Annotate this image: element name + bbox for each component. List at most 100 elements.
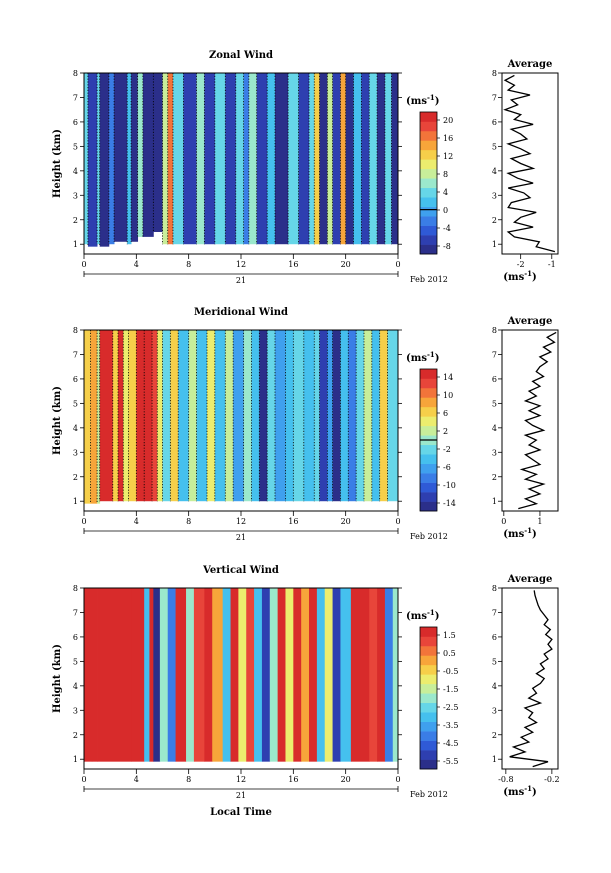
colorbar-segment xyxy=(420,197,437,207)
average-x-tick-label: 1 xyxy=(537,517,542,526)
heatmap-column xyxy=(293,588,302,762)
colorbar-segment xyxy=(420,187,437,198)
heatmap-column xyxy=(314,73,320,245)
heatmap-column xyxy=(162,330,171,502)
y-tick-label: 2 xyxy=(73,731,78,740)
heatmap-column xyxy=(84,73,89,245)
colorbar-segment xyxy=(420,387,437,398)
colorbar-tick-label: 2 xyxy=(443,427,448,436)
heatmap-column xyxy=(97,330,101,504)
x-tick-label: 16 xyxy=(288,260,298,269)
heatmap-column xyxy=(167,588,176,762)
average-y-tick-label: 5 xyxy=(492,142,497,151)
colorbar-segment xyxy=(420,149,437,160)
colorbar-segment xyxy=(420,693,437,704)
y-tick-label: 1 xyxy=(73,240,78,249)
heatmap-column xyxy=(137,73,144,237)
colorbar-segment xyxy=(420,759,437,770)
heatmap-column xyxy=(128,330,137,502)
heatmap-column xyxy=(301,588,310,762)
colorbar-segment xyxy=(420,740,437,751)
heatmap-column xyxy=(275,330,286,502)
colorbar-segment xyxy=(420,406,437,417)
heatmap-column xyxy=(345,73,354,245)
heatmap-column xyxy=(377,588,386,762)
heatmap-column xyxy=(369,73,378,245)
colorbar-tick-label: -2.5 xyxy=(443,703,458,712)
average-y-tick-label: 4 xyxy=(492,682,497,691)
average-y-tick-label: 2 xyxy=(492,216,497,225)
unit-exponent: -1 xyxy=(427,350,435,359)
colorbar-tick-label: 0 xyxy=(443,206,448,215)
colorbar-segment xyxy=(420,463,437,474)
average-y-tick-label: 3 xyxy=(492,706,497,715)
average-y-tick-label: 8 xyxy=(492,326,497,335)
heatmap-column xyxy=(136,330,145,502)
unit-close: ) xyxy=(532,272,537,283)
heatmap-column xyxy=(222,588,231,762)
heatmap-column xyxy=(196,330,208,502)
unit-text: (ms xyxy=(406,611,427,622)
unit-close: ) xyxy=(435,353,440,364)
y-tick-label: 1 xyxy=(73,755,78,764)
heatmap-column xyxy=(369,588,378,762)
colorbar-segment xyxy=(420,206,437,217)
colorbar-tick-label: 1.5 xyxy=(443,631,456,640)
unit-close: ) xyxy=(435,611,440,622)
heatmap-column xyxy=(309,73,315,245)
y-tick-label: 6 xyxy=(73,118,78,127)
month-label: Feb 2012 xyxy=(410,532,448,541)
heatmap-column xyxy=(162,73,169,245)
average-y-tick-label: 5 xyxy=(492,399,497,408)
average-y-tick-label: 6 xyxy=(492,118,497,127)
average-y-tick-label: 7 xyxy=(492,608,497,617)
average-unit: (ms-1) xyxy=(503,269,536,283)
colorbar-segment xyxy=(420,140,437,151)
heatmap-column xyxy=(246,588,255,762)
heatmap-column xyxy=(303,330,315,502)
heatmap-column xyxy=(112,330,119,502)
heatmap-column xyxy=(319,73,328,245)
heatmap-column xyxy=(340,330,349,502)
heatmap-column xyxy=(149,588,154,762)
colorbar-tick-label: -8 xyxy=(443,242,451,251)
heatmap-column xyxy=(235,73,245,245)
x-tick-label: 16 xyxy=(288,775,298,784)
heatmap-column xyxy=(348,330,357,502)
colorbar-tick-label: 16 xyxy=(443,134,453,143)
heatmap-column xyxy=(186,588,195,762)
x-tick-label: 16 xyxy=(288,517,298,526)
heatmap-column xyxy=(243,73,250,245)
unit-exponent: -1 xyxy=(524,269,532,278)
colorbar-tick-label: -4.5 xyxy=(443,739,458,748)
y-tick-label: 7 xyxy=(73,93,78,102)
colorbar-segment xyxy=(420,664,437,675)
y-tick-label: 5 xyxy=(73,399,78,408)
average-x-tick-label: -1 xyxy=(548,260,556,269)
heatmap-column xyxy=(144,330,153,502)
heatmap-column xyxy=(97,588,132,762)
month-label: Feb 2012 xyxy=(410,275,448,284)
average-y-tick-label: 6 xyxy=(492,375,497,384)
average-x-tick-label: -0.2 xyxy=(544,775,559,784)
x-tick-label: 0 xyxy=(81,775,86,784)
unit-exponent: -1 xyxy=(427,608,435,617)
heatmap-column xyxy=(319,330,328,502)
heatmap-column xyxy=(361,73,370,245)
heatmap-column xyxy=(193,588,205,762)
colorbar-segment xyxy=(420,397,437,408)
average-y-tick-label: 4 xyxy=(492,167,497,176)
average-frame xyxy=(501,329,559,512)
y-tick-label: 8 xyxy=(73,326,78,335)
heatmap-column xyxy=(309,588,318,762)
heatmap-column xyxy=(108,73,115,245)
heatmap-column xyxy=(157,330,163,502)
colorbar-segment xyxy=(420,683,437,694)
date-label: 21 xyxy=(236,276,246,285)
heatmap-column xyxy=(340,73,347,245)
heatmap-column xyxy=(332,330,341,502)
y-tick-label: 1 xyxy=(73,497,78,506)
colorbar-tick-label: -5.5 xyxy=(443,757,458,766)
